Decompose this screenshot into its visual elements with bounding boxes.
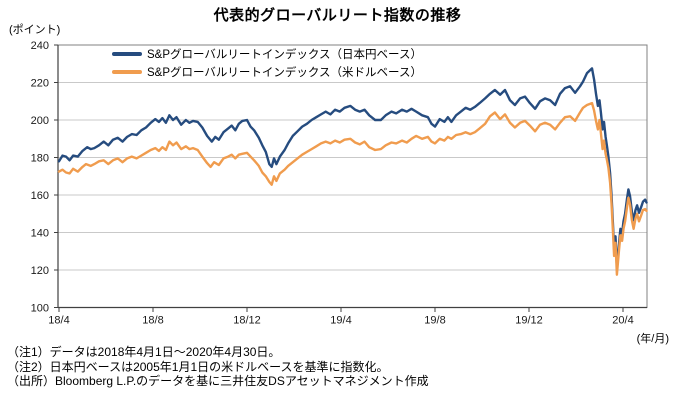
x-tick-label: 18/4 xyxy=(48,315,69,327)
y-tick-label: 140 xyxy=(31,228,49,240)
x-tick-label: 20/4 xyxy=(612,315,633,327)
series-line-usd xyxy=(57,101,648,276)
legend-label-jpy: S&Pグローバルリートインデックス（日本円ベース） xyxy=(147,49,422,61)
legend-label-usd: S&Pグローバルリートインデックス（米ドルベース） xyxy=(147,67,422,79)
x-tick-label: 18/12 xyxy=(233,315,261,327)
chart-title: 代表的グローバルリート指数の推移 xyxy=(213,7,462,24)
legend: S&Pグローバルリートインデックス（日本円ベース） S&Pグローバルリートインデ… xyxy=(112,46,422,80)
plot-border xyxy=(57,44,648,308)
y-tick-label: 200 xyxy=(31,115,49,127)
note-source: （出所）Bloomberg L.P.のデータを基に三井住友DSアセットマネジメン… xyxy=(7,374,429,388)
y-axis-unit-label: (ポイント) xyxy=(9,24,61,36)
y-tick-label: 220 xyxy=(31,78,49,90)
x-tick-label: 18/8 xyxy=(142,315,163,327)
y-tick-label: 120 xyxy=(31,265,49,277)
legend-item-jpy: S&Pグローバルリートインデックス（日本円ベース） xyxy=(112,46,422,62)
usd-line-swatch-icon xyxy=(112,70,142,74)
note-1: （注1）データは2018年4月1日～2020年4月30日。 xyxy=(7,345,281,359)
footnotes: （注1）データは2018年4月1日～2020年4月30日。 （注2）日本円ベース… xyxy=(7,345,429,389)
y-tick-label: 100 xyxy=(31,303,49,315)
x-axis-unit-label: (年/月) xyxy=(636,333,669,345)
x-tick-label: 19/8 xyxy=(424,315,445,327)
x-tick-label: 19/4 xyxy=(330,315,351,327)
note-2: （注2）日本円ベースは2005年1月1日の米ドルベースを基準に指数化。 xyxy=(7,359,389,374)
y-tick-label: 180 xyxy=(31,153,49,165)
y-tick-label: 240 xyxy=(31,40,49,52)
series-line-jpy xyxy=(57,67,648,270)
x-tick-label: 19/12 xyxy=(515,315,543,327)
legend-item-usd: S&Pグローバルリートインデックス（米ドルベース） xyxy=(112,64,422,80)
jpy-line-swatch-icon xyxy=(112,52,142,56)
y-tick-label: 160 xyxy=(31,190,49,202)
